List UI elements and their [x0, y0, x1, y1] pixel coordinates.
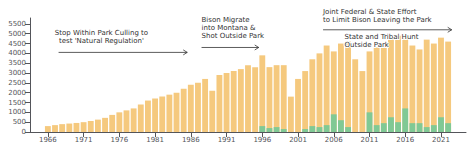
svg-text:1500: 1500 — [8, 99, 26, 107]
svg-text:1996: 1996 — [253, 136, 271, 144]
svg-text:1986: 1986 — [182, 136, 200, 144]
svg-text:1991: 1991 — [218, 136, 236, 144]
svg-text:2021: 2021 — [432, 136, 450, 144]
svg-text:Outside Park: Outside Park — [344, 41, 389, 49]
svg-text:500: 500 — [13, 118, 26, 126]
svg-text:Shot Outside Park: Shot Outside Park — [202, 32, 265, 40]
svg-text:2000: 2000 — [8, 89, 26, 97]
svg-text:1971: 1971 — [75, 136, 93, 144]
svg-text:0: 0 — [22, 128, 26, 136]
svg-text:1966: 1966 — [39, 136, 57, 144]
svg-text:2016: 2016 — [396, 136, 414, 144]
svg-text:2011: 2011 — [361, 136, 379, 144]
svg-text:Stop Within Park Culling to: Stop Within Park Culling to — [55, 29, 148, 37]
svg-text:2500: 2500 — [8, 79, 26, 87]
svg-text:4000: 4000 — [8, 49, 26, 57]
svg-text:3500: 3500 — [8, 59, 26, 67]
svg-text:4500: 4500 — [8, 40, 26, 48]
svg-text:2001: 2001 — [289, 136, 307, 144]
svg-text:Bison Migrate: Bison Migrate — [202, 16, 250, 24]
svg-text:into Montana &: into Montana & — [202, 24, 256, 32]
svg-text:5000: 5000 — [8, 30, 26, 38]
svg-text:5500: 5500 — [8, 20, 26, 28]
svg-text:1000: 1000 — [8, 108, 26, 116]
svg-text:3000: 3000 — [8, 69, 26, 77]
svg-text:Joint Federal & State Effort: Joint Federal & State Effort — [322, 8, 417, 16]
svg-text:2006: 2006 — [325, 136, 343, 144]
svg-text:1976: 1976 — [110, 136, 128, 144]
svg-text:test 'Natural Regulation': test 'Natural Regulation' — [59, 37, 144, 45]
svg-text:to Limit Bison Leaving the Par: to Limit Bison Leaving the Park — [323, 16, 433, 24]
svg-text:State and Tribal Hunt: State and Tribal Hunt — [344, 33, 418, 41]
svg-text:1981: 1981 — [146, 136, 164, 144]
